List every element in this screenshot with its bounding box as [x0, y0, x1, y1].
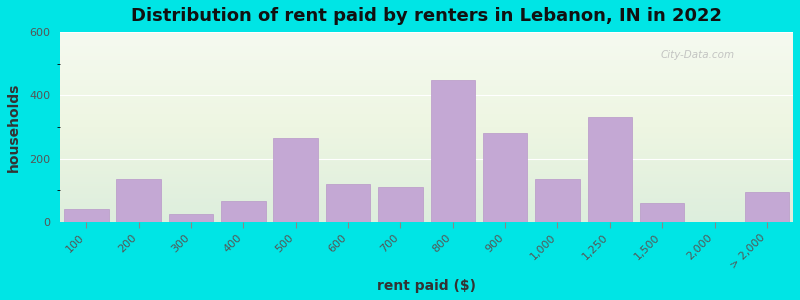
Bar [169, 214, 214, 222]
Bar [640, 203, 685, 222]
Bar [221, 201, 266, 222]
Bar [745, 192, 789, 222]
Bar [430, 80, 475, 222]
Bar [587, 118, 632, 222]
Bar [117, 179, 161, 222]
Text: City-Data.com: City-Data.com [661, 50, 735, 60]
Y-axis label: households: households [7, 82, 21, 172]
Bar [274, 138, 318, 222]
Bar [378, 187, 422, 222]
Bar [535, 179, 580, 222]
X-axis label: rent paid ($): rent paid ($) [377, 279, 476, 293]
Title: Distribution of rent paid by renters in Lebanon, IN in 2022: Distribution of rent paid by renters in … [131, 7, 722, 25]
Bar [483, 133, 527, 222]
Bar [64, 209, 109, 222]
Bar [326, 184, 370, 222]
